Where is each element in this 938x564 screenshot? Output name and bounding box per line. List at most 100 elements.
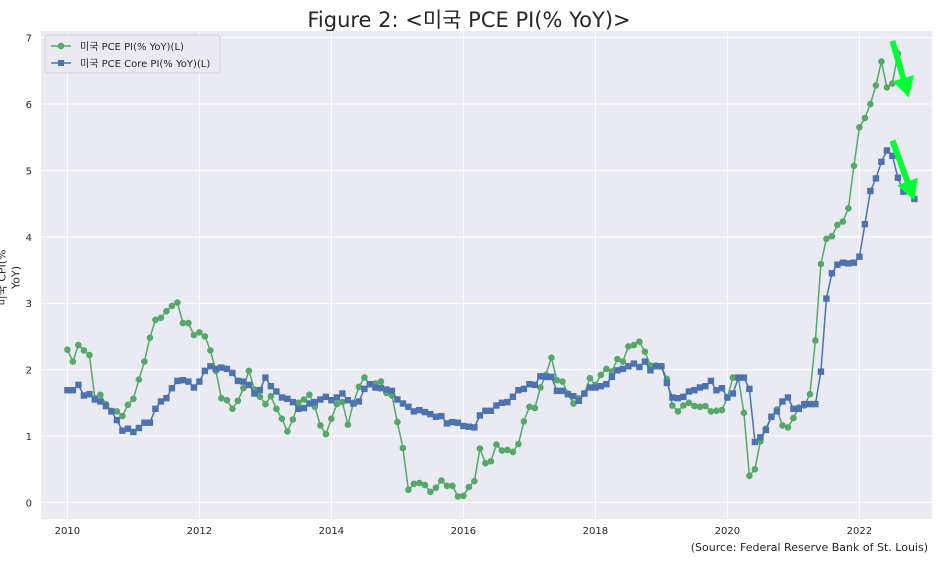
pce-point bbox=[636, 338, 643, 346]
core-point bbox=[487, 407, 495, 414]
core-point bbox=[432, 413, 440, 420]
pce-point bbox=[504, 446, 511, 454]
core-point bbox=[438, 412, 445, 420]
pce-point bbox=[597, 371, 605, 379]
core-point bbox=[509, 393, 517, 400]
core-point bbox=[779, 398, 786, 405]
pce-point bbox=[883, 84, 891, 91]
core-point bbox=[553, 387, 561, 395]
core-point bbox=[603, 381, 610, 388]
core-point bbox=[196, 378, 203, 385]
pce-point bbox=[856, 124, 863, 131]
y-tick-label: 0 bbox=[26, 498, 32, 509]
core-point bbox=[229, 369, 236, 377]
pce-point bbox=[196, 329, 203, 336]
core-point bbox=[190, 384, 198, 391]
pce-point bbox=[669, 402, 676, 409]
pce-point bbox=[124, 401, 132, 409]
core-point bbox=[449, 418, 456, 426]
pce-point bbox=[355, 383, 363, 391]
pce-point bbox=[449, 482, 456, 490]
core-point bbox=[581, 390, 588, 397]
core-point bbox=[476, 412, 484, 419]
core-point bbox=[702, 383, 709, 390]
pce-point bbox=[570, 400, 577, 407]
core-point bbox=[768, 413, 775, 420]
core-point bbox=[300, 404, 308, 412]
core-point bbox=[284, 395, 291, 402]
pce-point bbox=[267, 392, 275, 400]
core-point bbox=[168, 385, 176, 392]
pce-point bbox=[130, 395, 137, 403]
pce-point bbox=[790, 414, 797, 422]
core-point bbox=[179, 377, 187, 384]
pce-point bbox=[443, 482, 451, 490]
x-tick-label: 2014 bbox=[319, 526, 344, 537]
annotation-arrows bbox=[889, 40, 918, 201]
core-point bbox=[850, 259, 858, 266]
core-point bbox=[861, 221, 869, 228]
legend: 미국 PCE PI(% YoY)(L) 미국 PCE Core PI(% YoY… bbox=[44, 34, 221, 74]
core-point bbox=[108, 408, 115, 415]
pce-point bbox=[289, 416, 297, 423]
pce-point bbox=[685, 399, 693, 407]
core-point bbox=[537, 373, 544, 380]
core-point bbox=[482, 407, 489, 414]
core-point bbox=[124, 425, 132, 432]
pce-point bbox=[317, 422, 324, 429]
core-point bbox=[724, 394, 731, 401]
down-arrow-shaft bbox=[889, 40, 907, 80]
legend-core-label: 미국 PCE Core PI(% YoY)(L) bbox=[80, 58, 210, 70]
legend-pce-marker bbox=[57, 42, 65, 50]
core-point bbox=[289, 398, 297, 406]
pce-point bbox=[553, 376, 561, 384]
core-point bbox=[520, 385, 528, 393]
pce-point bbox=[141, 358, 148, 365]
pce-point bbox=[465, 483, 473, 491]
pce-point bbox=[707, 408, 715, 415]
core-point bbox=[97, 398, 104, 405]
core-point bbox=[575, 397, 583, 404]
pce-point bbox=[839, 218, 847, 225]
pce-point bbox=[168, 302, 176, 310]
core-point bbox=[597, 383, 605, 390]
core-point bbox=[102, 402, 110, 410]
core-point bbox=[674, 395, 682, 402]
core-point bbox=[460, 422, 467, 430]
core-point bbox=[350, 400, 357, 407]
core-point bbox=[443, 420, 451, 427]
pce-point bbox=[179, 319, 187, 327]
pce-point bbox=[207, 347, 214, 354]
core-point bbox=[647, 367, 654, 374]
pce-point bbox=[641, 348, 649, 356]
core-point bbox=[344, 397, 352, 404]
core-point bbox=[399, 400, 407, 407]
core-point bbox=[740, 374, 748, 381]
core-point bbox=[223, 365, 231, 373]
pce-point bbox=[245, 367, 253, 375]
core-point bbox=[559, 387, 566, 395]
core-point bbox=[790, 405, 797, 412]
pce-point bbox=[867, 100, 874, 108]
core-point bbox=[152, 405, 159, 412]
core-point bbox=[80, 392, 88, 399]
pce-point bbox=[163, 307, 170, 315]
core-point bbox=[201, 367, 209, 375]
core-point bbox=[652, 363, 660, 370]
core-point bbox=[812, 400, 819, 408]
core-point bbox=[608, 373, 616, 381]
pce-point bbox=[674, 408, 682, 415]
core-point bbox=[531, 381, 539, 389]
core-point bbox=[801, 400, 808, 408]
core-point bbox=[135, 424, 143, 432]
y-tick-label: 1 bbox=[26, 432, 32, 443]
pce-point bbox=[377, 378, 385, 385]
core-point bbox=[784, 394, 792, 401]
y-tick-label: 7 bbox=[26, 34, 32, 45]
core-point bbox=[212, 365, 220, 373]
pce-point bbox=[537, 384, 544, 391]
pce-point bbox=[256, 393, 264, 401]
down-arrow-shaft bbox=[889, 139, 911, 183]
core-point bbox=[570, 393, 577, 400]
pce-point bbox=[872, 82, 880, 89]
